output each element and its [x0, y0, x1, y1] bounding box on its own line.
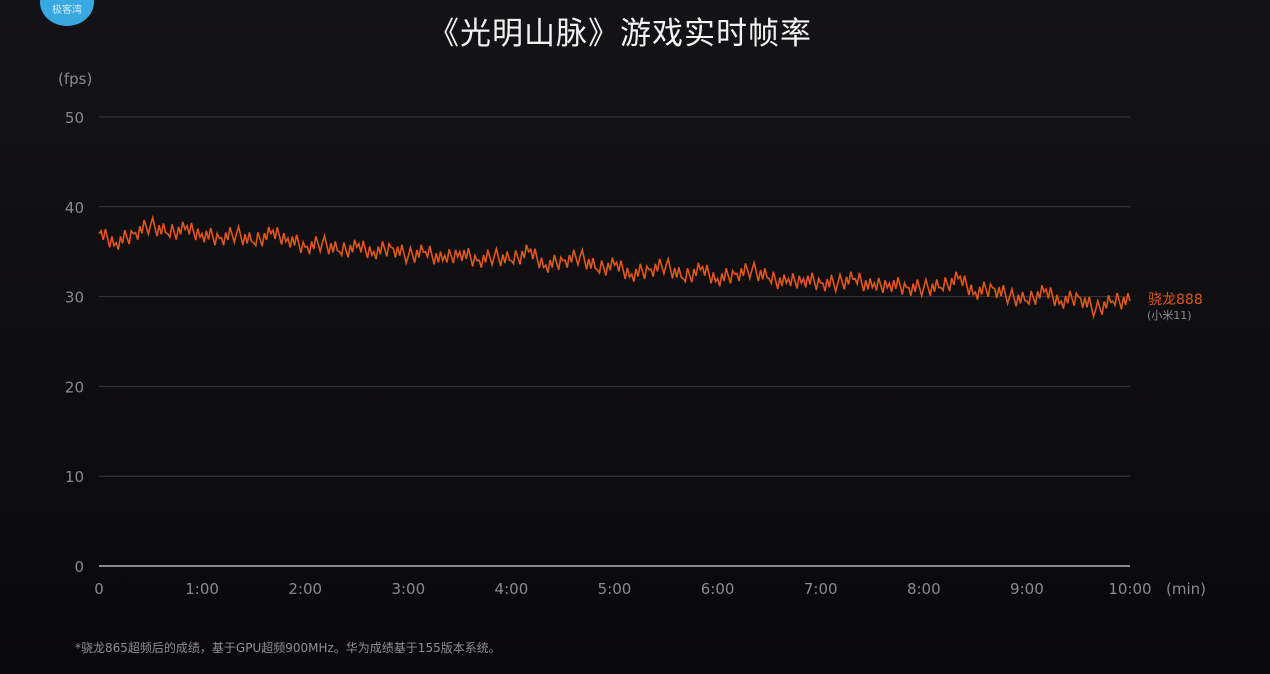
x-tick-label: 0 [94, 580, 104, 598]
x-tick-label: 5:00 [598, 580, 632, 598]
x-tick-label: 2:00 [288, 580, 322, 598]
y-tick-label: 30 [65, 289, 84, 307]
x-tick-label: 4:00 [495, 580, 529, 598]
series-label: 骁龙888 [1148, 292, 1203, 308]
y-axis-label: (fps) [58, 70, 92, 88]
x-tick-label: 3:00 [391, 580, 425, 598]
x-tick-label: 10:00 [1108, 580, 1151, 598]
y-tick-label: 40 [65, 199, 84, 217]
y-tick-label: 0 [74, 558, 84, 576]
y-tick-label: 10 [65, 468, 84, 486]
x-tick-label: 1:00 [185, 580, 219, 598]
series-sublabel: (小米11) [1147, 309, 1192, 322]
x-tick-label: 8:00 [907, 580, 941, 598]
series-line-snapdragon888 [98, 214, 1131, 320]
chart-title: 《光明山脉》游戏实时帧率 [428, 16, 812, 52]
x-tick-label: 7:00 [804, 580, 838, 598]
x-tick-label: 9:00 [1010, 580, 1044, 598]
y-tick-label: 50 [65, 109, 84, 127]
footnote: *骁龙865超频后的成绩，基于GPU超频900MHz。华为成绩基于155版本系统… [75, 641, 501, 655]
x-tick-label: 6:00 [701, 580, 735, 598]
x-axis-label: (min) [1166, 580, 1206, 598]
y-tick-label: 20 [65, 378, 84, 396]
